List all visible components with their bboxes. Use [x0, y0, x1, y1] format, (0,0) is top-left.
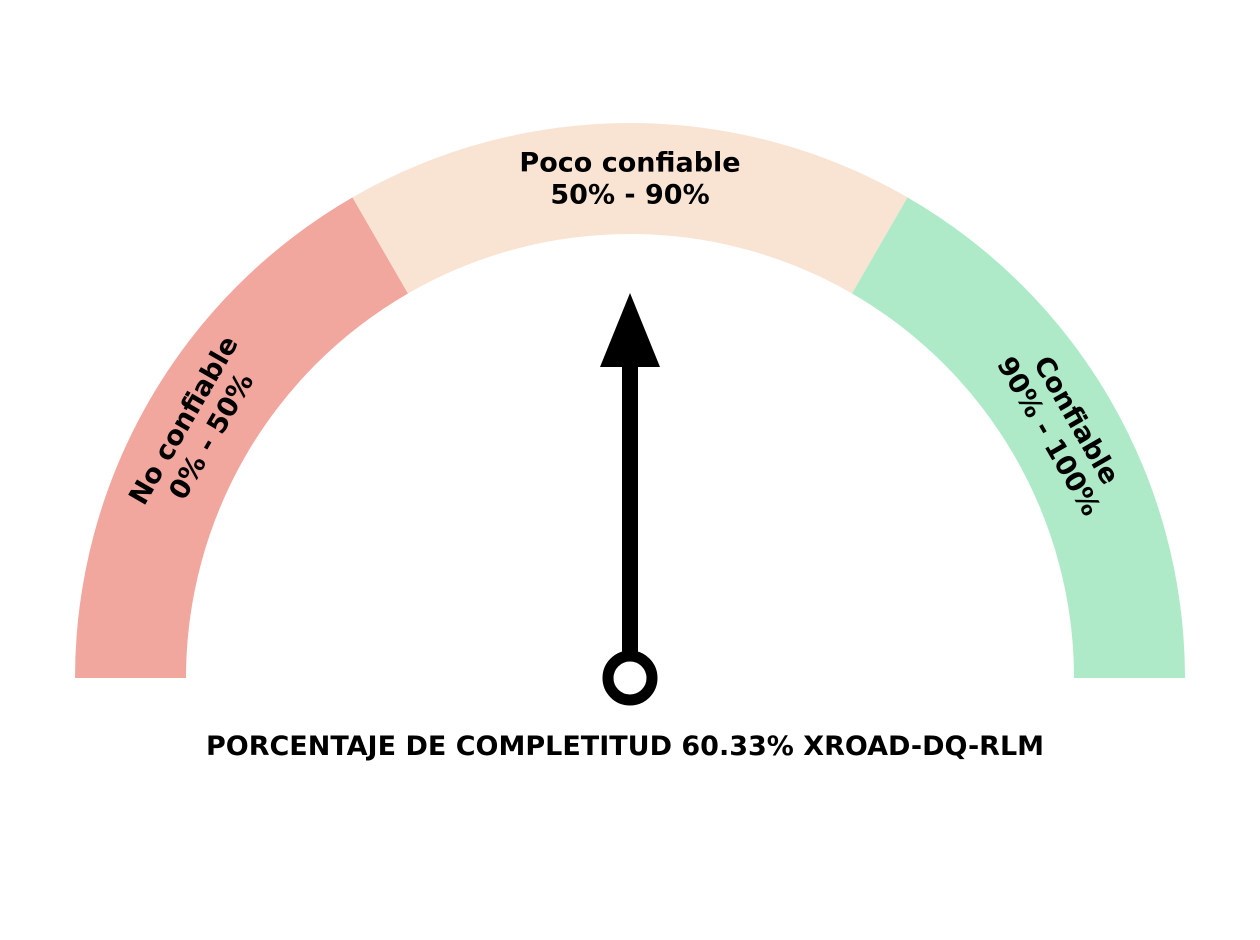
gauge-segment: [852, 197, 1185, 678]
segment-name: Poco confiable: [519, 148, 740, 179]
gauge-segment: [75, 197, 408, 678]
gauge-title: PORCENTAJE DE COMPLETITUD 60.33% XROAD-D…: [206, 731, 1044, 762]
gauge-segment-label: Poco confiable 50% - 90%: [519, 148, 740, 211]
gauge-segment: [352, 122, 908, 294]
gauge-segments: [75, 122, 1185, 678]
gauge-needle: [600, 293, 660, 706]
needle-shaft: [622, 366, 638, 656]
needle-pivot: [602, 650, 658, 706]
needle-arrowhead: [600, 293, 660, 367]
segment-range: 50% - 90%: [550, 180, 709, 211]
